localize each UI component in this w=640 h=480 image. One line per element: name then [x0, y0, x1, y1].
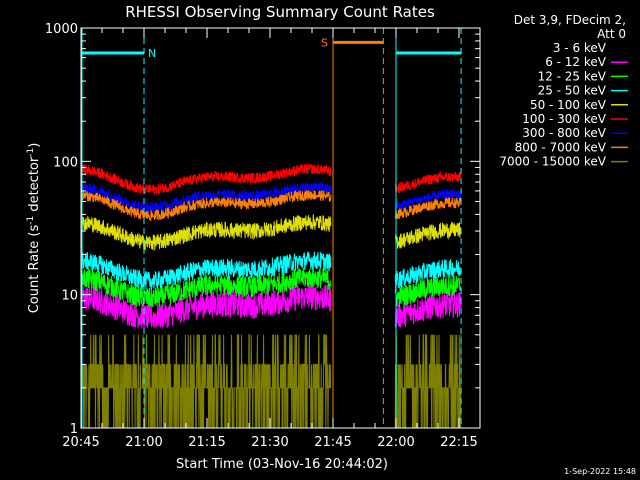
legend-label-3: 25 - 50 keV — [538, 84, 607, 98]
y-label-part1: Count Rate (s — [27, 225, 42, 314]
timestamp: 1-Sep-2022 15:48 — [564, 467, 636, 476]
legend-label-1: 6 - 12 keV — [545, 55, 607, 69]
x-tick-label-5: 22:00 — [377, 435, 414, 450]
legend-label-6: 300 - 800 keV — [522, 126, 606, 140]
series-line-5-seg-1 — [394, 170, 462, 194]
night-label: N — [148, 47, 156, 60]
series-line-1-seg-1 — [394, 291, 462, 328]
series-line-low-seg-0 — [80, 334, 332, 429]
y-tick-label-0: 1 — [70, 422, 78, 437]
y-tick-label-3: 1000 — [45, 22, 78, 37]
series-line-2-seg-0 — [80, 267, 332, 308]
series-line-1-seg-0 — [80, 283, 332, 330]
x-tick-label-2: 21:15 — [188, 435, 225, 450]
series-line-6-seg-0 — [80, 181, 332, 213]
y-tick-label-1: 10 — [61, 289, 78, 304]
x-tick-label-6: 22:15 — [440, 435, 477, 450]
series-line-4-seg-1 — [394, 222, 462, 249]
plot-frame — [80, 27, 481, 429]
series-line-7-seg-0 — [80, 189, 332, 223]
legend-header-line1: Det 3,9, FDecim 2, — [514, 13, 626, 27]
series-line-low-seg-1 — [394, 334, 462, 429]
axes: 1 10 100 1000 20:45 21:00 21:15 21:30 21:45 22:00… — [45, 22, 481, 450]
legend-label-5: 100 - 300 keV — [522, 112, 606, 126]
series-line-3-seg-1 — [394, 259, 462, 289]
x-tick-label-3: 21:30 — [251, 435, 288, 450]
y-label-part3: ) — [27, 143, 42, 148]
y-axis-label: Count Rate (s-1 detector-1) — [26, 143, 42, 314]
series-line-7-seg-1 — [394, 196, 462, 220]
legend-label-4: 50 - 100 keV — [530, 98, 607, 112]
observing-markers: NS — [81, 28, 462, 428]
plot-area — [80, 163, 462, 429]
x-axis-label: Start Time (03-Nov-16 20:44:02) — [176, 457, 388, 472]
y-tick-label-2: 100 — [53, 155, 78, 170]
x-tick-label-0: 20:45 — [62, 435, 99, 450]
legend-label-8: 7000 - 15000 keV — [499, 155, 606, 169]
saa-label: S — [321, 36, 328, 49]
chart-title: RHESSI Observing Summary Count Rates — [125, 3, 435, 21]
legend-label-0: 3 - 6 keV — [553, 41, 607, 55]
y-label-sup2: -1 — [26, 148, 36, 157]
series-line-4-seg-0 — [80, 214, 332, 251]
x-tick-label-4: 21:45 — [314, 435, 351, 450]
x-tick-label-1: 21:00 — [125, 435, 162, 450]
y-label-sup1: -1 — [26, 216, 36, 225]
series-line-6-seg-1 — [394, 189, 462, 211]
series-line-5-seg-0 — [80, 163, 332, 195]
legend-header-line2: Att 0 — [597, 27, 626, 41]
legend-label-7: 800 - 7000 keV — [515, 140, 607, 154]
series-line-2-seg-1 — [394, 275, 462, 307]
y-label-part2: detector — [27, 156, 42, 216]
legend-label-2: 12 - 25 keV — [538, 69, 607, 83]
series-line-3-seg-0 — [80, 251, 332, 291]
